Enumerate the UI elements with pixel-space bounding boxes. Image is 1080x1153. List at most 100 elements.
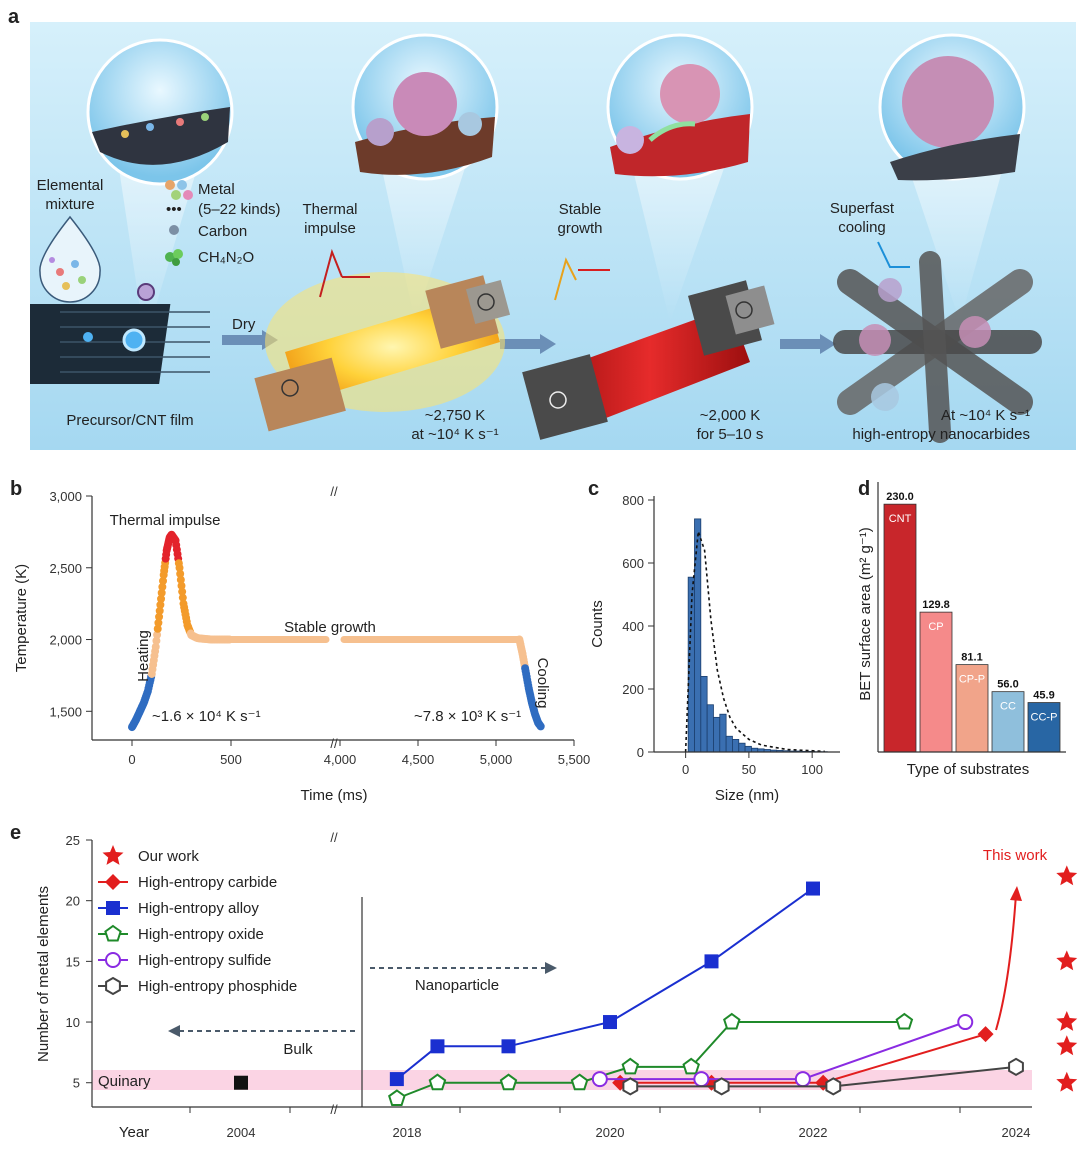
legend-metal-label: Metal <box>198 181 235 198</box>
bet-value-label: 56.0 <box>997 679 1018 691</box>
series-marker <box>794 1071 811 1088</box>
thermal-impulse-step-label: Thermal impulse <box>302 201 357 237</box>
step4-caption: At ~10⁴ K s⁻¹ high-entropy nanocarbides <box>852 407 1030 443</box>
series-line <box>599 1021 966 1081</box>
superfast-cooling-step-label: Superfast cooling <box>830 200 895 236</box>
temperature-point <box>157 588 166 597</box>
bet-category-label: CC <box>1000 701 1016 713</box>
series-marker <box>704 954 719 969</box>
series-marker <box>1008 1057 1024 1077</box>
chart-e-axis-break-top: // <box>330 830 338 845</box>
x-tick-label: 4,500 <box>402 752 435 767</box>
temperature-point <box>176 575 185 584</box>
temperature-point <box>155 612 164 621</box>
x-tick-label: 2018 <box>393 1125 422 1140</box>
annotation-thermal-impulse: Thermal impulse <box>110 512 221 529</box>
annotation-cooling-rate: ~7.8 × 10³ K s⁻¹ <box>414 708 521 725</box>
temperature-point <box>177 581 186 590</box>
y-tick-label: 400 <box>622 619 644 634</box>
x-tick-label: 0 <box>682 762 689 777</box>
histogram-bar <box>687 576 695 753</box>
series-marker <box>622 1077 639 1096</box>
chart-c-ylabel: Counts <box>589 600 606 648</box>
temperature-point <box>158 582 167 591</box>
series-marker <box>693 1071 710 1088</box>
temperature-point <box>153 624 162 633</box>
magnify-bubble-2 <box>351 33 499 322</box>
bet-category-label: CNT <box>889 513 912 525</box>
y-tick-label: 5 <box>73 1076 80 1091</box>
chart-b-temperature: // // 1,500 2,000 2,500 3,000 0 500 4,000 4,50… <box>13 484 590 804</box>
x-tick-label: 100 <box>801 762 823 777</box>
series-marker <box>428 1073 447 1091</box>
nanotube-crossing <box>833 251 1042 443</box>
this-work-label: This work <box>983 847 1048 864</box>
y-tick-label: 1,500 <box>49 704 82 719</box>
chart-c-xlabel: Size (nm) <box>715 787 779 804</box>
chart-b-xlabel: Time (ms) <box>301 787 368 804</box>
x-tick-label: 50 <box>742 762 756 777</box>
series-marker <box>825 1077 842 1096</box>
bet-value-label: 230.0 <box>886 491 914 503</box>
chart-c-fit-curve <box>684 531 825 753</box>
y-tick-label: 20 <box>66 894 80 909</box>
bet-value-label: 129.8 <box>922 599 950 611</box>
elemental-mixture-label: Elemental mixture <box>37 177 104 213</box>
annotation-cooling: Cooling <box>534 658 551 709</box>
x-tick-label: 5,000 <box>480 752 513 767</box>
legend-marker <box>105 976 121 996</box>
temperature-point <box>155 606 164 615</box>
y-tick-label: 800 <box>622 493 644 508</box>
temperature-point <box>176 569 185 578</box>
legend-marker <box>105 952 121 968</box>
chart-e-ylabel: Number of metal elements <box>35 886 52 1062</box>
bet-bar-cc <box>991 691 1025 753</box>
legend-label: High-entropy carbide <box>138 874 277 891</box>
series-marker <box>570 1073 589 1091</box>
series-marker <box>234 1075 248 1090</box>
chart-e-elements: // // 5 10 15 20 25 2004 2018 2020 2022 2024 Yea… <box>35 830 1078 1141</box>
bet-value-label: 81.1 <box>961 652 982 664</box>
this-work-arrow <box>995 893 1017 1031</box>
chart-d-xlabel: Type of substrates <box>907 761 1030 778</box>
legend-carbon-icon <box>169 225 179 235</box>
dry-label: Dry <box>232 316 256 333</box>
bet-bar-cc-p <box>1027 702 1061 753</box>
histogram-bar <box>744 745 752 753</box>
x-tick-label: 2024 <box>1002 1125 1031 1140</box>
series-marker <box>1056 1011 1078 1031</box>
legend-label: High-entropy alloy <box>138 900 259 917</box>
stable-growth-step-label: Stable growth <box>557 201 602 237</box>
series-line <box>630 1065 1017 1088</box>
chart-e-xlabel: Year <box>119 1124 149 1141</box>
y-tick-label: 25 <box>66 833 80 848</box>
thermal-impulse-icon <box>319 248 370 298</box>
legend-marker <box>106 901 120 915</box>
panel-b-letter: b <box>10 478 23 500</box>
x-tick-label: 2004 <box>227 1125 256 1140</box>
series-marker <box>388 1089 406 1106</box>
x-tick-label: 4,000 <box>324 752 357 767</box>
temperature-point <box>157 594 166 603</box>
series-marker <box>591 1071 608 1088</box>
annotation-heating-rate: ~1.6 × 10⁴ K s⁻¹ <box>152 708 261 725</box>
temperature-point <box>178 587 187 596</box>
temperature-point <box>156 600 165 609</box>
series-marker <box>430 1039 445 1054</box>
temperature-point <box>151 642 160 651</box>
series-marker <box>1056 1071 1078 1092</box>
chart-b-ylabel: Temperature (K) <box>13 564 30 672</box>
legend-ch4n2o-icon <box>165 249 183 266</box>
series-marker <box>682 1057 700 1075</box>
series-marker <box>501 1039 516 1054</box>
bet-category-label: CP-P <box>959 674 985 686</box>
legend-ch4n2o-label: CH₄N₂O <box>198 249 254 266</box>
chart-d-ylabel: BET surface area (m² g⁻¹) <box>857 527 874 701</box>
series-marker <box>389 1072 404 1087</box>
series-line <box>620 1033 986 1084</box>
panel-c-letter: c <box>588 478 600 500</box>
histogram-bar <box>725 735 733 753</box>
nanoparticle-label: Nanoparticle <box>415 977 499 994</box>
y-tick-label: 15 <box>66 954 80 969</box>
